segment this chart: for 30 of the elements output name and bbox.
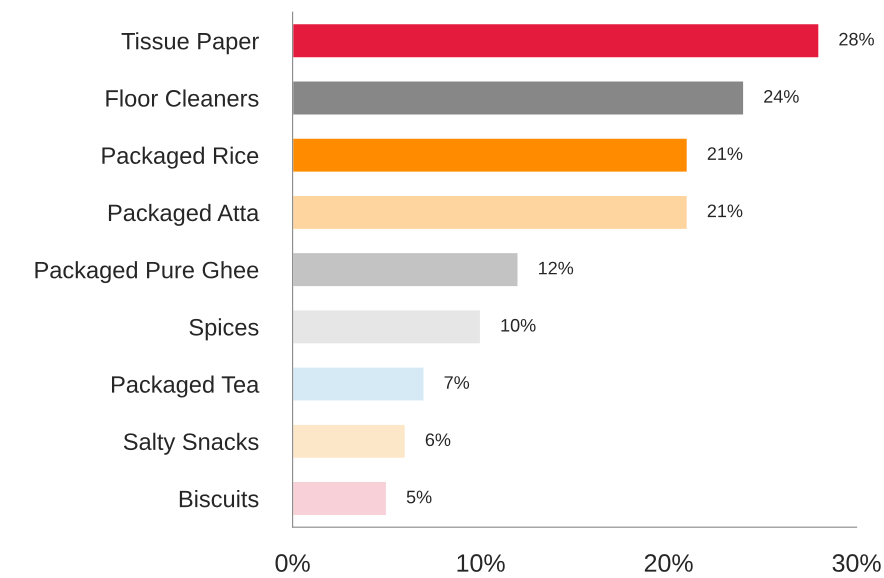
y-tick-label: Packaged Atta [108, 204, 260, 226]
y-tick-label: Biscuits [180, 490, 258, 508]
y-tick-label: Spices [189, 318, 258, 340]
x-tick-label: 20% [644, 554, 693, 572]
y-tick-label: Packaged Rice [102, 146, 258, 169]
y-tick-label: Floor Cleaners [106, 89, 258, 107]
bar [292, 252, 519, 288]
x-tick-label: 0% [276, 554, 310, 572]
data-label: 5% [406, 490, 432, 504]
data-label: 28% [839, 32, 874, 46]
y-tick-label: Salty Snacks [124, 432, 258, 455]
data-label: 21% [708, 204, 742, 218]
data-label: 10% [501, 318, 536, 332]
data-label: 12% [539, 262, 574, 274]
x-tick-label: 30% [832, 554, 881, 572]
data-label: 21% [708, 147, 742, 160]
bar [292, 366, 425, 402]
bar [292, 194, 688, 230]
x-tick-label: 10% [457, 554, 505, 572]
bar [292, 480, 388, 516]
y-tick-label: Tissue Paper [122, 32, 259, 54]
data-label: 7% [444, 376, 470, 389]
data-label: 24% [764, 90, 799, 103]
data-label: 6% [426, 433, 450, 446]
bar [292, 423, 406, 460]
bar [292, 137, 688, 174]
y-tick-label: Packaged Pure Ghee [35, 261, 258, 284]
bar [292, 22, 820, 59]
bar [292, 308, 482, 345]
y-tick-label: Packaged Tea [112, 376, 260, 398]
